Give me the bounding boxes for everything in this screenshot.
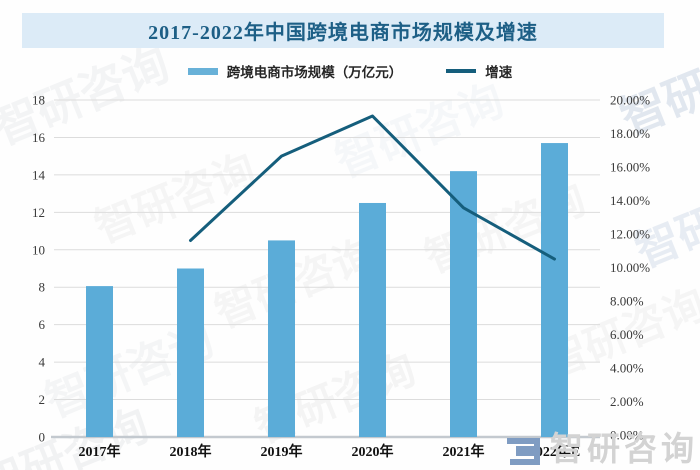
left-axis-tick: 16 xyxy=(32,130,46,145)
legend-label-growth-rate: 增速 xyxy=(485,65,513,80)
left-axis-tick: 4 xyxy=(39,355,46,370)
right-axis-tick: 12.00% xyxy=(610,227,650,242)
left-axis-tick: 10 xyxy=(32,242,45,257)
bar-2017年 xyxy=(86,286,113,437)
brand-logo-icon xyxy=(507,437,540,465)
x-axis-label: 2022年E xyxy=(529,443,580,460)
right-axis-tick: 10.00% xyxy=(610,260,650,275)
brand-watermark-text: 智研咨询 xyxy=(550,432,698,468)
bar-2019年 xyxy=(268,240,295,437)
right-axis-tick: 6.00% xyxy=(610,327,644,342)
left-axis-tick: 6 xyxy=(39,317,46,332)
bar-2021年 xyxy=(450,171,477,437)
bar-2018年 xyxy=(177,268,204,437)
chart-legend: 跨境电商市场规模（万亿元） 增速 xyxy=(0,61,700,81)
left-axis-tick: 8 xyxy=(39,280,46,295)
brand-watermark: 智研咨询 xyxy=(506,434,698,467)
left-axis-tick: 18 xyxy=(32,93,45,108)
legend-bar-swatch-icon xyxy=(187,67,218,75)
right-axis-tick: 4.00% xyxy=(610,361,644,376)
legend-line-swatch-icon xyxy=(446,69,477,73)
right-axis-tick: 0.00% xyxy=(610,428,644,443)
x-axis-label: 2021年 xyxy=(443,443,485,460)
left-axis-tick: 0 xyxy=(39,430,46,445)
right-axis-tick: 16.00% xyxy=(610,160,650,175)
chart-title-band: 2017-2022年中国跨境电商市场规模及增速 xyxy=(22,13,664,48)
right-axis-tick: 20.00% xyxy=(610,93,650,108)
x-axis-label: 2017年 xyxy=(79,443,121,460)
bar-2020年 xyxy=(359,202,386,437)
legend-item-market-size: 跨境电商市场规模（万亿元） xyxy=(187,61,403,81)
x-axis-label: 2020年 xyxy=(352,443,394,460)
left-axis-tick: 2 xyxy=(39,392,46,407)
growth-line xyxy=(189,114,556,261)
right-axis-tick: 14.00% xyxy=(610,193,650,208)
left-axis-tick: 12 xyxy=(32,205,45,220)
legend-label-market-size: 跨境电商市场规模（万亿元） xyxy=(226,65,403,80)
legend-item-growth-rate: 增速 xyxy=(446,61,512,81)
left-axis-tick: 14 xyxy=(32,167,46,182)
right-axis-tick: 8.00% xyxy=(610,294,644,309)
x-axis-label: 2019年 xyxy=(261,443,303,460)
right-axis-tick: 2.00% xyxy=(610,394,644,409)
x-axis-label: 2018年 xyxy=(170,443,212,460)
right-axis-tick: 18.00% xyxy=(610,126,650,141)
chart-title: 2017-2022年中国跨境电商市场规模及增速 xyxy=(148,22,538,44)
bar-2022年E xyxy=(541,143,568,438)
